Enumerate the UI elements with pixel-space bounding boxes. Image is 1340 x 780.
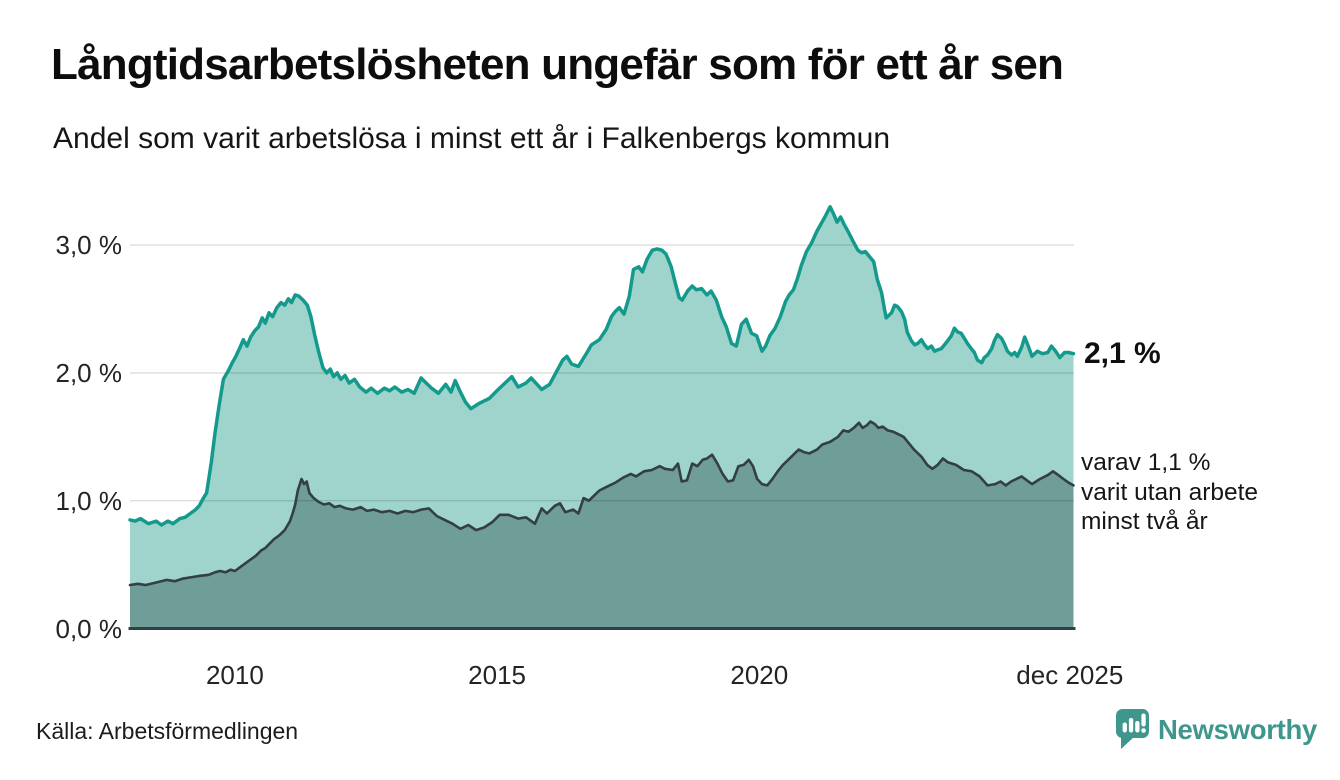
y-axis-tick-label: 2,0 % <box>55 357 123 388</box>
x-axis-tick-label: 2020 <box>730 660 789 690</box>
y-axis-tick-label: 3,0 % <box>55 230 123 261</box>
page-subtitle: Andel som varit arbetslösa i minst ett å… <box>53 122 890 155</box>
end-note-line: minst två år <box>1081 508 1208 536</box>
page-title: Långtidsarbetslösheten ungefär som för e… <box>51 40 1064 89</box>
series-line-two-years <box>128 420 1075 587</box>
series-end-note-label: varav 1,1 % varit utan arbete minst två … <box>1081 448 1258 537</box>
y-axis-tick-label: 0,0 % <box>55 613 123 644</box>
end-note-line: varav 1,1 % <box>1081 449 1211 477</box>
newsworthy-wordmark: Newsworthy <box>1158 713 1317 745</box>
series-line-one-year <box>128 205 1076 527</box>
y-axis-tick-label: 1,0 % <box>55 485 123 516</box>
source-note: Källa: Arbetsförmedlingen <box>36 718 299 744</box>
newsworthy-logo: Newsworthy <box>1116 709 1317 750</box>
series-fill-two-years <box>130 421 1074 629</box>
x-axis-tick-label: 2015 <box>468 660 527 690</box>
x-axis-tick-label: 2010 <box>205 660 264 690</box>
end-note-line: varit utan arbete <box>1081 478 1259 506</box>
series-end-value-label: 2,1 % <box>1084 336 1161 370</box>
x-axis-tick-label: dec 2025 <box>1016 660 1124 690</box>
newsworthy-bubble-chart-icon <box>1116 709 1149 750</box>
